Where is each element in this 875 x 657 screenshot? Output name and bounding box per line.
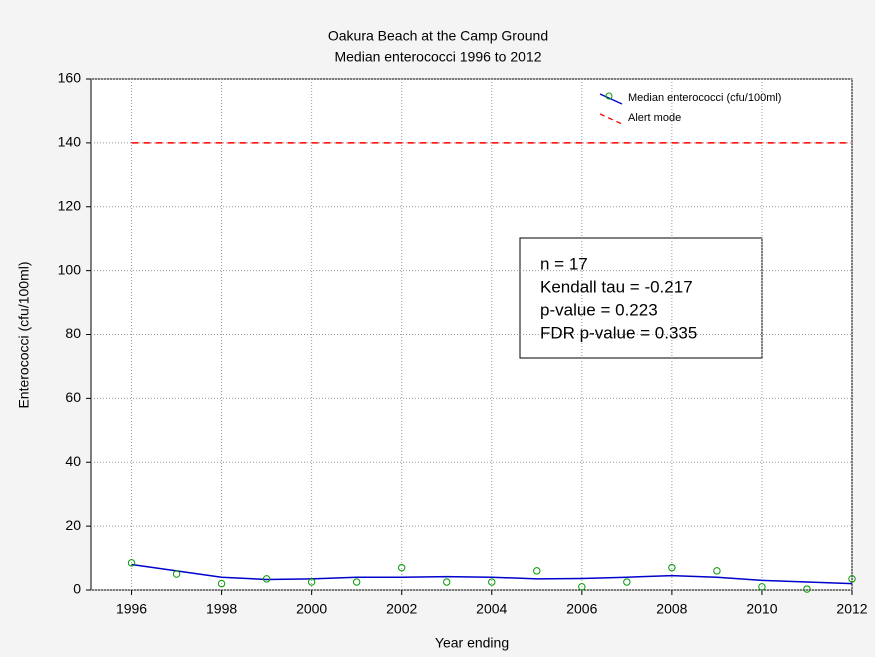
data-point [172,570,181,578]
annotation-box [519,237,763,359]
data-point [848,575,856,583]
legend-marker [605,92,613,100]
data-point [127,559,136,567]
smooth-line [131,563,853,585]
annotation-text: p-value = 0.223 [540,300,658,319]
x-tick-label: 1998 [206,601,237,617]
data-point [578,583,586,591]
data-point [533,567,541,575]
legend-label: Median enterococci (cfu/100ml) [628,92,781,104]
data-point [668,563,676,572]
y-tick-label: 80 [65,325,81,341]
data-point [262,575,271,583]
y-tick-label: 60 [65,389,81,405]
annotation-text: Kendall tau = -0.217 [540,277,693,296]
y-tick-label: 120 [58,197,82,213]
data-point [803,585,811,593]
y-tick-label: 20 [65,517,81,533]
y-tick-label: 100 [58,261,82,277]
x-tick-label: 2012 [836,601,867,617]
data-point [488,578,496,586]
y-tick-label: 0 [73,581,81,597]
data-point [352,578,361,586]
x-tick-label: 1996 [116,601,147,617]
data-point [398,563,406,572]
annotation-text: n = 17 [540,254,588,273]
x-tick-label: 2004 [476,601,507,617]
data-point [623,578,631,586]
data-point [217,579,226,588]
data-point [307,578,316,586]
chart-subtitle: Median enterococci 1996 to 2012 [334,49,541,65]
y-tick-label: 160 [58,70,82,86]
legend-swatch [599,93,623,105]
chart-title: Oakura Beach at the Camp Ground [328,28,548,44]
data-point [758,583,766,591]
legend-swatch [599,113,623,125]
data-point [443,578,451,586]
annotation-text: FDR p-value = 0.335 [540,323,697,342]
y-tick-label: 40 [65,453,81,469]
x-tick-label: 2000 [296,601,327,617]
y-axis-label: Enterococci (cfu/100ml) [16,261,32,408]
x-axis-label: Year ending [435,635,509,651]
legend-label: Alert mode [628,112,681,124]
x-tick-label: 2008 [656,601,687,617]
data-point [713,567,721,575]
x-tick-label: 2010 [746,601,777,617]
x-tick-label: 2002 [386,601,417,617]
y-tick-label: 140 [58,134,82,150]
x-tick-label: 2006 [566,601,597,617]
